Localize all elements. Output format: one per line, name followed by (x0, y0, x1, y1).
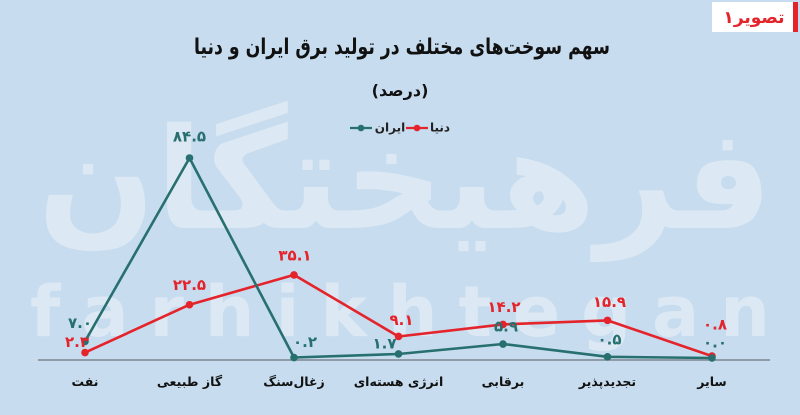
data-point-iran (394, 350, 403, 358)
data-label-world: ۹.۱ (389, 311, 413, 329)
data-point-iran (185, 154, 194, 162)
data-label-world: ۳۵.۱ (278, 246, 311, 264)
legend-item-world: دنیا (406, 121, 450, 135)
watermark-persian: فرهیختگان (38, 99, 773, 262)
data-point-world (81, 348, 89, 357)
data-point-iran (603, 353, 612, 361)
series-world (81, 271, 716, 360)
data-point-world (290, 271, 298, 279)
data-label-iran: ۰.۵ (597, 330, 621, 348)
data-label-world: ۱۴.۲ (487, 298, 520, 316)
x-axis-tick-labels: نفت گاز طبیعی زغال‌سنگ انرژی هسته‌ای برقابی ت… (72, 374, 727, 389)
figure-label-bar (793, 2, 798, 32)
legend-item-iran: ایران (350, 121, 405, 135)
data-point-world (185, 300, 194, 309)
legend: دنیا ایران (350, 121, 450, 135)
data-label-world: ۲.۳ (65, 333, 89, 351)
data-label-world: ۰.۸ (703, 316, 727, 334)
chart-subtitle: (درصد) (372, 81, 429, 100)
data-label-world: ۲۲.۵ (173, 276, 206, 294)
figure-label: تصویر۱ (723, 8, 784, 28)
x-tick-label: نفت (72, 374, 99, 389)
data-point-iran (499, 340, 507, 348)
x-tick-label: برقابی (482, 374, 525, 389)
data-point-world (394, 332, 403, 341)
data-label-iran: ۰.۰ (703, 334, 727, 352)
legend-label: ایران (375, 121, 405, 135)
x-tick-label: انرژی هسته‌ای (354, 374, 444, 389)
data-label-world: ۱۵.۹ (593, 293, 626, 311)
data-label-iran: ۸۴.۵ (173, 127, 206, 145)
chart-title: سهم سوخت‌های مختلف در تولید برق ایران و … (194, 35, 610, 60)
x-tick-label: گاز طبیعی (157, 374, 223, 389)
series-iran (81, 154, 716, 362)
data-point-world (603, 316, 612, 325)
data-point-iran (81, 337, 89, 346)
figure-label-box (712, 2, 793, 32)
data-label-iran: ۵.۹ (494, 318, 518, 336)
x-tick-label: زغال‌سنگ (263, 374, 324, 389)
data-label-iran: ۷.۰ (68, 314, 92, 332)
legend-label: دنیا (430, 121, 450, 135)
x-tick-label: سایر (696, 374, 726, 389)
x-tick-label: تجدیدپذیر (578, 374, 636, 389)
legend-swatch-dot (413, 124, 421, 132)
plot-area: ۲.۳ ۲۲.۵ ۳۵.۱ ۹.۱ ۱۴.۲ ۱۵.۹ ۰.۸ ۷.۰ ۸۴.۵ ۰.۲ ۱.۷ ۵.… (65, 127, 727, 362)
data-point-iran (290, 353, 298, 362)
legend-swatch-dot (357, 124, 365, 132)
data-point-iran (708, 354, 716, 362)
data-point-world (499, 320, 507, 329)
data-label-iran: ۱.۷ (372, 334, 396, 352)
data-label-iran: ۰.۲ (293, 333, 317, 351)
